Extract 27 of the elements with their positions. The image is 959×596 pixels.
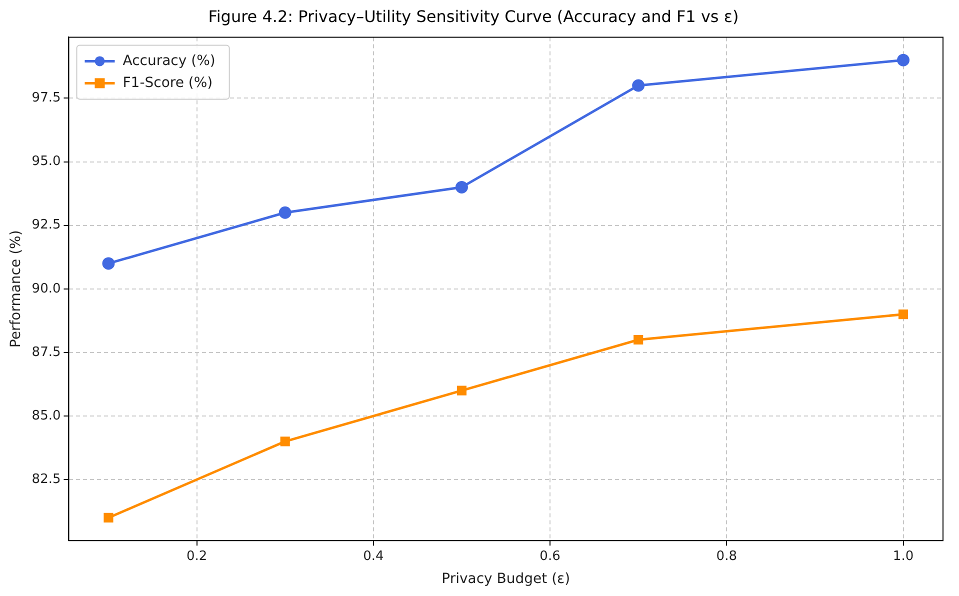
point [455,180,468,194]
point [280,436,290,446]
y-tick-label: 82.5 [32,472,61,487]
x-tick-label: 0.6 [540,548,560,564]
y-tick-label: 85.0 [32,408,61,424]
point [104,512,114,523]
y-tick-label: 87.5 [32,344,61,360]
point [632,79,645,92]
point [102,257,115,270]
point [897,54,910,66]
y-tick-label: 95.0 [32,154,61,170]
y-tick-label: 92.5 [32,218,61,233]
point [898,310,908,320]
y-axis-title: Performance (%) [8,230,24,348]
y-tick-label: 97.5 [32,90,61,106]
x-axis-title: Privacy Budget (ε) [442,571,570,588]
x-tick-label: 0.8 [716,548,737,564]
x-tick-label: 0.4 [363,548,384,564]
point [278,206,292,219]
point [456,386,467,396]
point [634,334,644,345]
legend-label: Accuracy (%) [122,52,216,69]
chart-title: Figure 4.2: Privacy–Utility Sensitivity Curve (Accuracy and F1 vs ε) [208,6,739,26]
x-tick-label: 0.2 [186,548,208,564]
x-tick-label: 1.0 [892,548,914,564]
y-tick-label: 90.0 [32,281,61,296]
legend-label: F1-Score (%) [122,74,213,91]
